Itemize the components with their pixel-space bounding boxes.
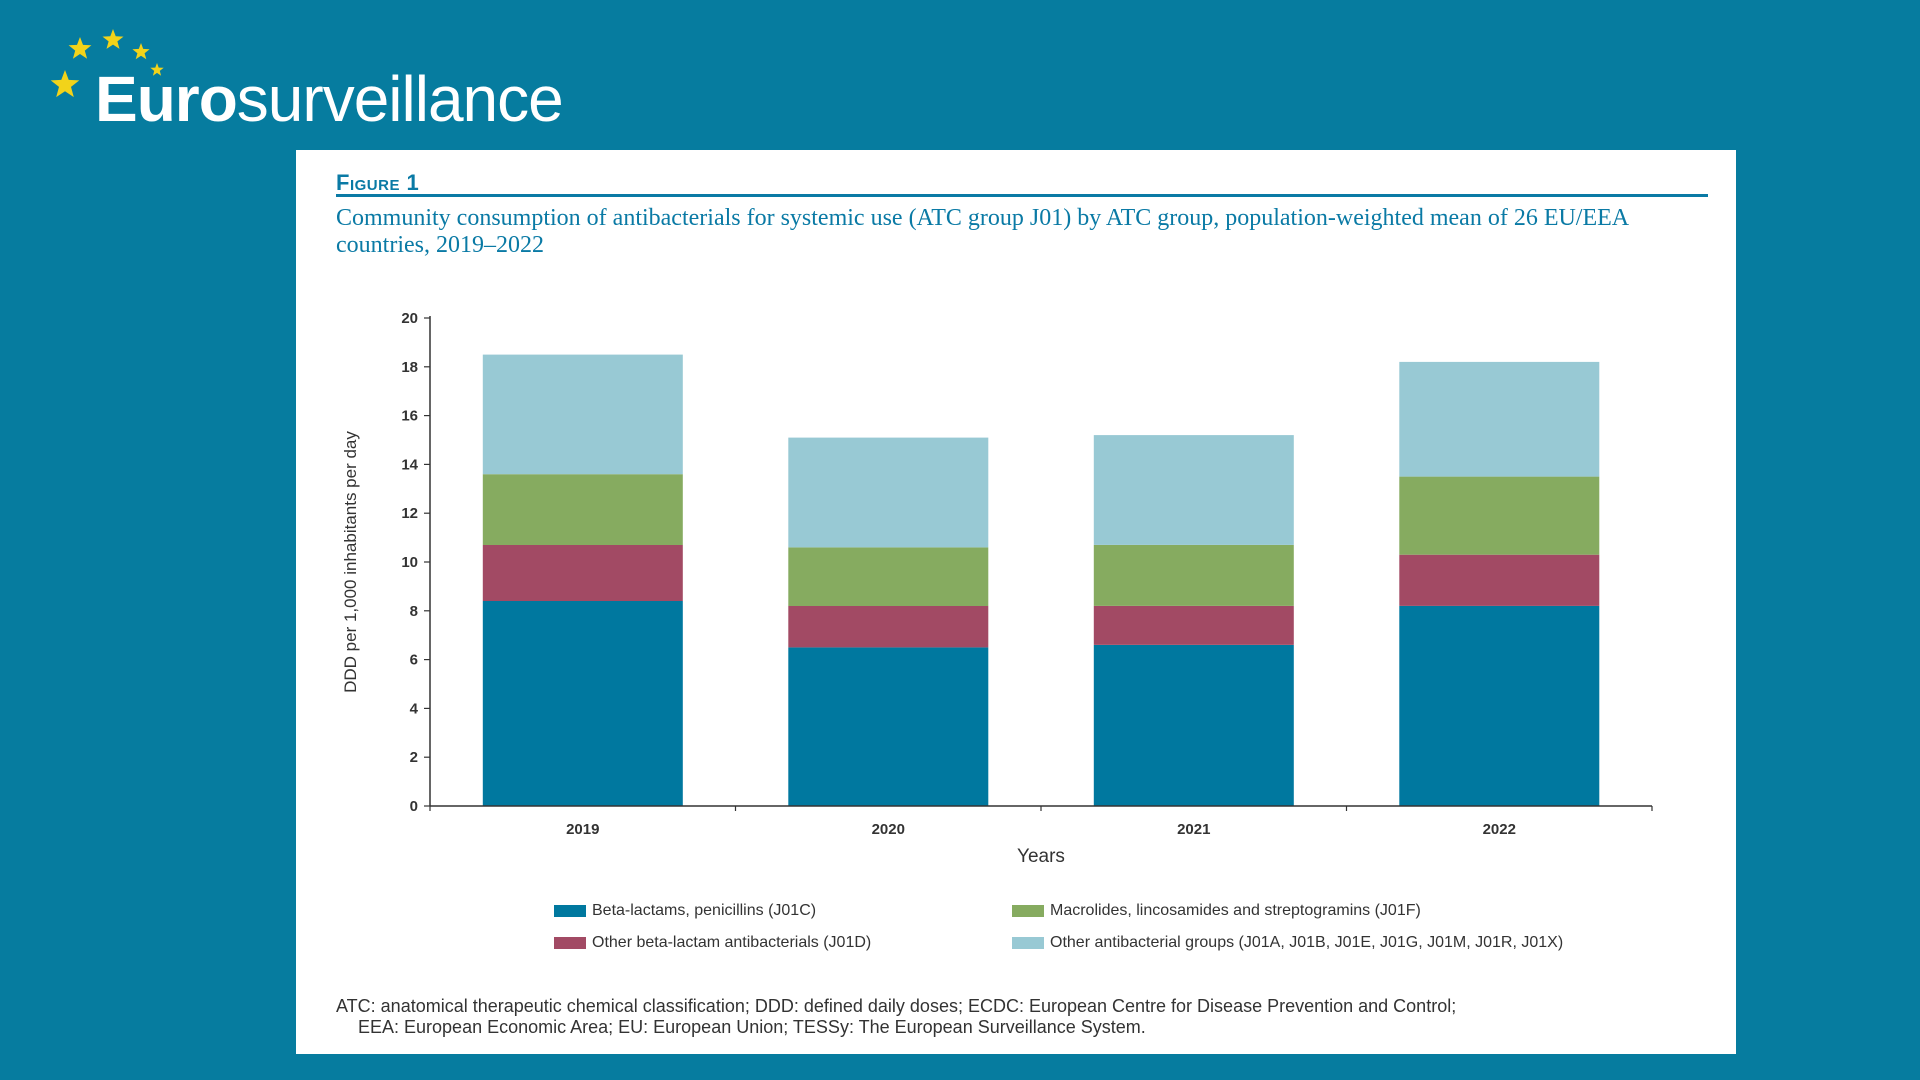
star-icon-4 bbox=[150, 63, 164, 76]
bar-2022-series-4 bbox=[1399, 361, 1600, 477]
y-tick-label: 18 bbox=[401, 359, 418, 376]
brand-name: Eurosurveillance bbox=[95, 62, 564, 136]
figure-footnote: ATC: anatomical therapeutic chemical cla… bbox=[336, 996, 1716, 1038]
y-tick-label: 6 bbox=[410, 652, 418, 669]
y-tick-label: 10 bbox=[401, 554, 418, 571]
stacked-bar-chart: 0 2 4 6 8 10 12 14 16 18 20 2019 2020 2021 2022 Years DD… bbox=[341, 310, 1653, 867]
y-tick-label: 14 bbox=[401, 456, 418, 473]
figure-rule bbox=[336, 194, 1708, 197]
bar-2021-series-3 bbox=[1093, 544, 1294, 606]
footnote-line-2: EEA: European Economic Area; EU: Europea… bbox=[358, 1017, 1146, 1037]
figure-panel: Figure 1 Community consumption of antiba… bbox=[296, 150, 1736, 1054]
y-tick-label: 2 bbox=[410, 749, 418, 766]
legend-swatch bbox=[1012, 905, 1044, 917]
y-tick-label: 0 bbox=[410, 798, 418, 815]
legend-swatch bbox=[554, 905, 586, 917]
x-tick-label: 2019 bbox=[566, 821, 599, 838]
bar-2022-series-1 bbox=[1399, 605, 1600, 806]
legend-label: Beta-lactams, penicillins (J01C) bbox=[592, 902, 817, 919]
bar-2020-series-2 bbox=[788, 605, 989, 648]
bar-2020-series-1 bbox=[788, 647, 989, 806]
legend-swatch bbox=[1012, 937, 1044, 949]
y-tick-label: 12 bbox=[401, 505, 418, 522]
eu-stars-icon bbox=[50, 29, 164, 98]
brand-name-light: surveillance bbox=[236, 63, 564, 135]
bar-2019-series-4 bbox=[482, 354, 683, 475]
y-axis-title: DDD per 1,000 inhabitants per day bbox=[341, 431, 360, 693]
bar-2021-series-4 bbox=[1093, 435, 1294, 545]
legend-label: Other antibacterial groups (J01A, J01B, … bbox=[1050, 934, 1564, 951]
star-icon-5 bbox=[50, 70, 80, 98]
figure-title: Community consumption of antibacterials … bbox=[336, 205, 1628, 258]
y-tick-label: 8 bbox=[410, 603, 418, 620]
legend-item: Beta-lactams, penicillins (J01C) bbox=[554, 902, 816, 920]
eurosurveillance-logo[interactable]: Eurosurveillance bbox=[40, 26, 564, 146]
bar-2021-series-1 bbox=[1093, 645, 1294, 806]
star-icon-1 bbox=[68, 37, 92, 59]
bar-2020-series-3 bbox=[788, 547, 989, 606]
x-tick-label: 2022 bbox=[1483, 821, 1516, 838]
star-icon-2 bbox=[102, 29, 124, 49]
bar-2019-series-2 bbox=[482, 544, 683, 601]
bar-2019-series-3 bbox=[482, 474, 683, 545]
bar-2022-series-3 bbox=[1399, 476, 1600, 555]
legend-label: Macrolides, lincosamides and streptogram… bbox=[1050, 902, 1421, 919]
footnote-line-1: ATC: anatomical therapeutic chemical cla… bbox=[336, 996, 1457, 1016]
chart-legend: Beta-lactams, penicillins (J01C) Other be… bbox=[554, 902, 1654, 966]
x-tick-label: 2021 bbox=[1177, 821, 1210, 838]
y-tick-label: 4 bbox=[410, 700, 419, 717]
legend-item: Other beta-lactam antibacterials (J01D) bbox=[554, 934, 871, 952]
y-tick-label: 16 bbox=[401, 408, 418, 425]
bar-2020-series-4 bbox=[788, 437, 989, 548]
y-tick-label: 20 bbox=[401, 310, 418, 327]
star-icon-3 bbox=[132, 43, 150, 60]
legend-item: Other antibacterial groups (J01A, J01B, … bbox=[1012, 934, 1563, 952]
legend-label: Other beta-lactam antibacterials (J01D) bbox=[592, 934, 872, 951]
figure-label: Figure 1 bbox=[336, 170, 420, 195]
bar-2019-series-1 bbox=[482, 601, 683, 806]
legend-item: Macrolides, lincosamides and streptogram… bbox=[1012, 902, 1421, 920]
bar-2022-series-2 bbox=[1399, 554, 1600, 606]
x-axis-title: Years bbox=[1017, 846, 1065, 867]
bar-2021-series-2 bbox=[1093, 605, 1294, 645]
legend-swatch bbox=[554, 937, 586, 949]
x-tick-label: 2020 bbox=[872, 821, 905, 838]
brand-name-bold: Euro bbox=[95, 63, 238, 135]
